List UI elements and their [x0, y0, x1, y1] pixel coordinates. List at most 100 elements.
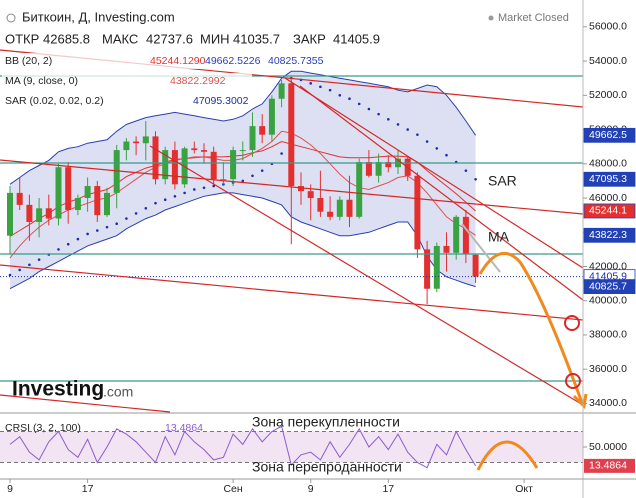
- candle-body: [113, 150, 120, 193]
- x-tick-label: Окт: [515, 483, 533, 495]
- trend-line: [149, 145, 584, 406]
- sar-dot: [416, 133, 419, 136]
- candle-body: [201, 150, 207, 152]
- sar-dot: [280, 152, 283, 155]
- x-tick-label: 17: [82, 483, 94, 495]
- legend-name: MA (9, close, 0): [5, 75, 78, 87]
- sar-dot: [435, 147, 439, 150]
- sar-dot: [406, 128, 410, 131]
- sar-dot: [445, 153, 448, 157]
- price-badge: [583, 203, 636, 219]
- y-tick-label: 48000.0: [589, 158, 627, 170]
- forecast-arrow: [478, 251, 584, 404]
- sar-dot: [338, 94, 342, 97]
- sar-dot: [251, 174, 254, 178]
- osc-badge-label: 13.4864: [589, 460, 627, 472]
- sar-dot: [367, 107, 371, 111]
- candle-body: [171, 150, 178, 185]
- candle-body: [142, 136, 149, 144]
- sar-dot: [173, 195, 177, 198]
- sar-dot: [241, 179, 245, 183]
- legend-value: 43822.2992: [170, 75, 226, 87]
- y-tick-label: 52000.0: [589, 89, 627, 101]
- sar-dot: [212, 184, 215, 188]
- osc-line: [9, 425, 477, 469]
- projection-line: [461, 223, 501, 273]
- sar-dot: [134, 212, 138, 215]
- candle-body: [365, 162, 372, 176]
- candle-body: [26, 204, 33, 222]
- y-tick-label: 54000.0: [589, 55, 627, 67]
- x-tick-label: Сен: [223, 483, 242, 495]
- price-badge: [583, 127, 636, 143]
- sar-dot: [96, 229, 99, 232]
- legend-bg: [2, 73, 252, 89]
- sar-dot: [328, 88, 332, 92]
- candle-body: [74, 198, 81, 210]
- y-tick-label: 46000.0: [589, 192, 627, 204]
- ohlc-label: ЗАКР: [293, 31, 326, 46]
- sar-dot: [348, 97, 351, 101]
- y-tick-label: 56000.0: [589, 21, 627, 33]
- candle-body: [133, 141, 140, 144]
- candle-body: [346, 199, 353, 217]
- candle-body: [462, 216, 469, 255]
- sar-dot: [377, 112, 380, 116]
- sar-dot: [76, 237, 80, 241]
- marker-circle: [565, 373, 581, 389]
- sar-dot: [396, 123, 400, 126]
- candle-body: [433, 245, 440, 289]
- legend-name: SAR (0.02, 0.02, 0.2): [5, 95, 104, 107]
- sar-dot: [309, 82, 313, 85]
- osc-name: CRSI (3, 2, 100): [5, 422, 81, 434]
- candle-body: [472, 254, 479, 277]
- sar-dot: [202, 186, 206, 190]
- candle-body: [336, 199, 343, 217]
- ohlc-label: МАКС: [102, 31, 138, 46]
- price-badge-label: 49662.5: [589, 129, 627, 141]
- y-tick-label: 36000.0: [589, 363, 627, 375]
- candle-body: [16, 192, 23, 205]
- y-tick-label: 34000.0: [589, 397, 627, 409]
- forecast-arc: [476, 440, 539, 471]
- logo-brand: Investing: [12, 378, 104, 401]
- price-badge-label: 43822.3: [589, 229, 627, 241]
- sar-dot: [57, 248, 60, 251]
- ohlc-label: МИН: [200, 31, 230, 46]
- candle-body: [84, 186, 91, 199]
- candle-body: [123, 141, 130, 151]
- ohlc-value: 41405.9: [333, 31, 380, 46]
- candle-body: [104, 192, 110, 216]
- price-badge-label: 47095.3: [589, 173, 627, 185]
- status-dot: [488, 15, 494, 21]
- sar-dot: [125, 217, 128, 220]
- sar-dot: [183, 191, 186, 195]
- sar-dot: [260, 169, 264, 172]
- price-badge: [583, 227, 636, 243]
- zone-label: Зона перепроданности: [252, 459, 402, 475]
- sar-dot: [193, 188, 196, 191]
- candle-body: [288, 83, 295, 187]
- y-tick-label: 38000.0: [589, 329, 627, 341]
- sar-dot: [163, 198, 167, 202]
- sar-dot: [28, 263, 31, 267]
- candle-body: [278, 83, 285, 99]
- candle-body: [210, 151, 217, 180]
- x-tick-label: 9: [7, 483, 13, 495]
- candle-body: [414, 175, 421, 250]
- marker-circle: [564, 315, 580, 331]
- candle-body: [152, 136, 159, 180]
- candle-body: [375, 162, 382, 176]
- trend-line: [0, 264, 584, 321]
- candle-body: [259, 126, 266, 135]
- sar-dot: [66, 242, 70, 246]
- candle-body: [317, 198, 324, 212]
- candle-body: [45, 208, 52, 219]
- sar-dot: [86, 232, 89, 236]
- trend-line: [299, 85, 584, 301]
- legend-value: 49662.5226: [205, 55, 261, 67]
- arrow-head: [572, 393, 588, 410]
- band-line: [9, 70, 477, 185]
